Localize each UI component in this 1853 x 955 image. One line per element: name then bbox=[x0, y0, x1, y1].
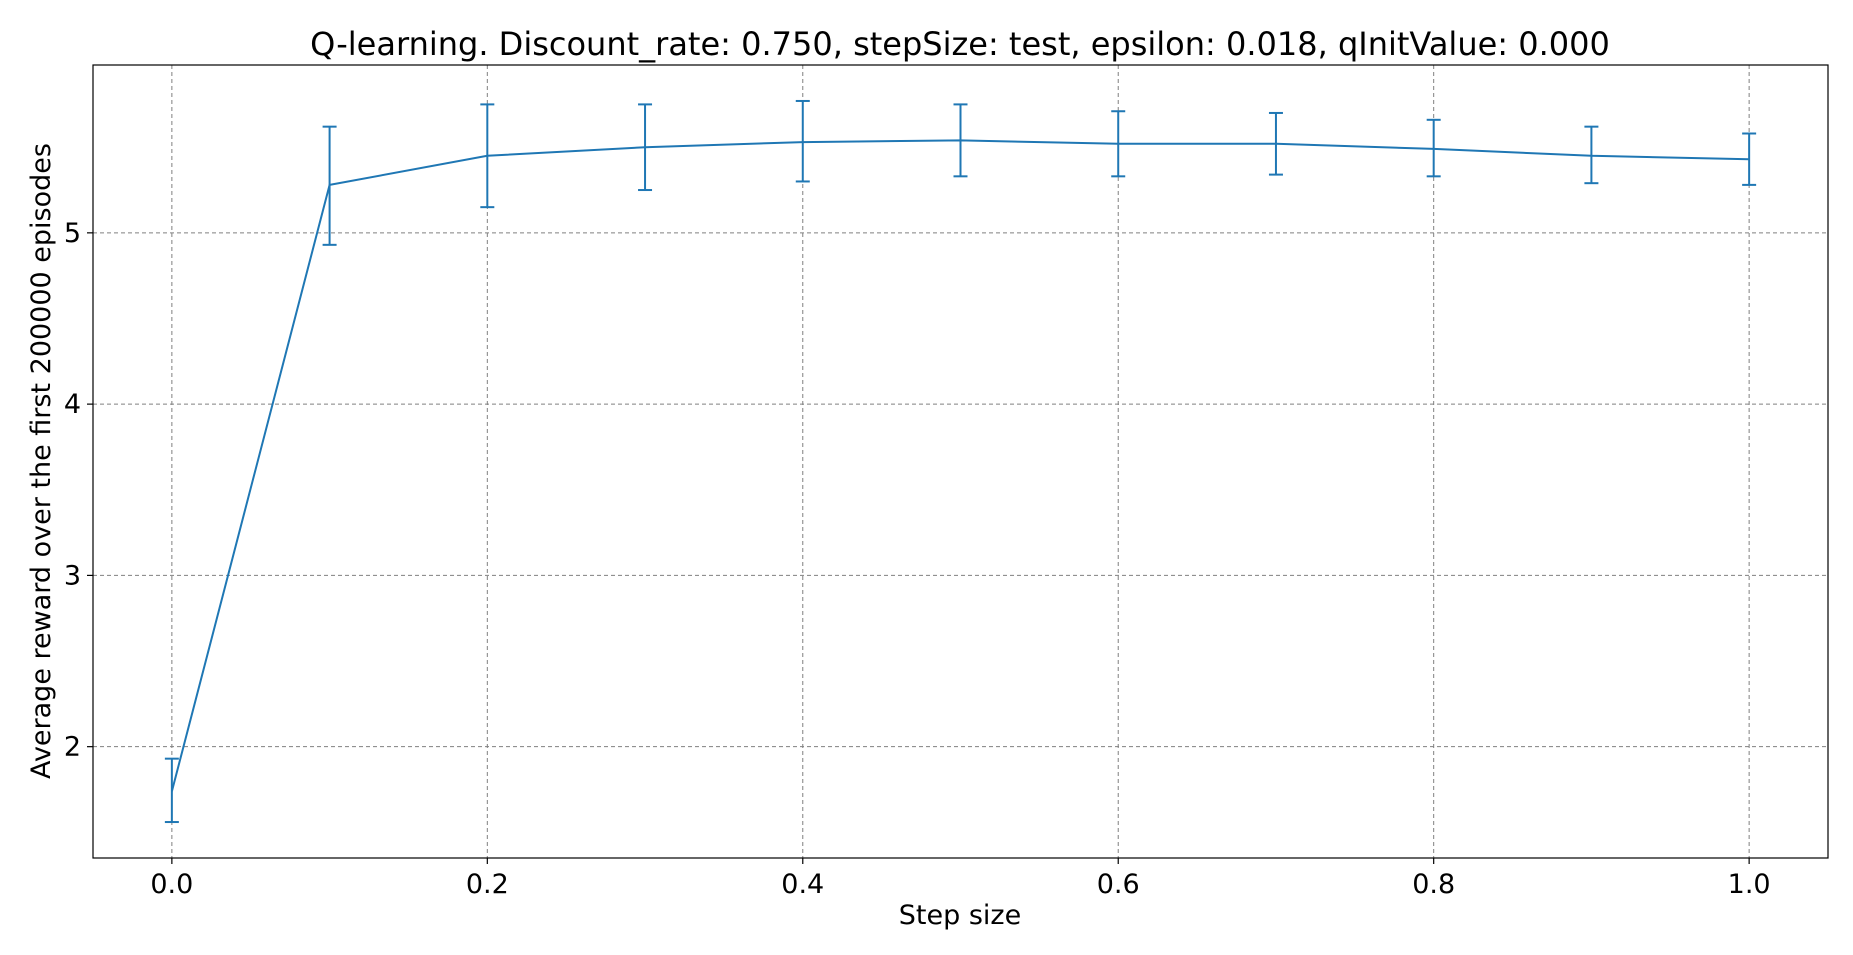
x-tick-label: 0.2 bbox=[466, 869, 509, 900]
series-layer bbox=[164, 99, 1757, 824]
x-axis: 0.0 0.2 0.4 0.6 0.8 1.0 bbox=[150, 858, 1771, 900]
y-tick-label: 2 bbox=[64, 732, 81, 763]
x-axis-label: Step size bbox=[899, 900, 1021, 931]
plot-frame bbox=[92, 64, 1829, 859]
x-tick-label: 0.0 bbox=[150, 869, 193, 900]
y-tick-label: 3 bbox=[64, 560, 81, 591]
grid bbox=[93, 65, 1828, 858]
x-tick-label: 1.0 bbox=[1728, 869, 1771, 900]
y-tick-label: 4 bbox=[64, 389, 81, 420]
chart-title: Q-learning. Discount_rate: 0.750, stepSi… bbox=[310, 25, 1610, 63]
y-axis: 2 3 4 5 bbox=[64, 218, 93, 763]
x-tick-label: 0.8 bbox=[1412, 869, 1455, 900]
y-axis-label: Average reward over the first 200000 epi… bbox=[26, 143, 57, 779]
x-tick-label: 0.4 bbox=[781, 869, 824, 900]
y-tick-label: 5 bbox=[64, 218, 81, 249]
x-tick-label: 0.6 bbox=[1097, 869, 1140, 900]
